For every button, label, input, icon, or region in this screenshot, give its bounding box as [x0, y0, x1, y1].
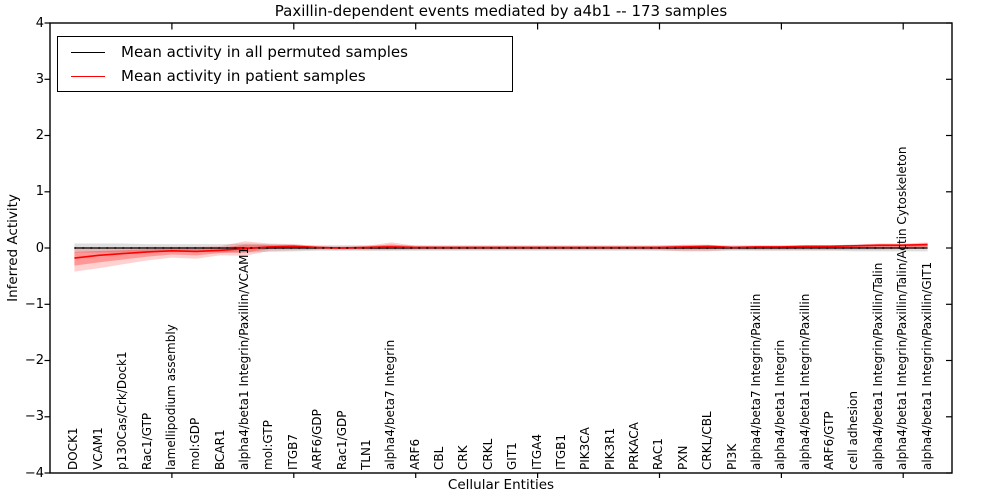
x-tick-label: CRK — [456, 445, 471, 470]
x-tick-label: lamellipodium assembly — [163, 324, 178, 470]
legend-entry-patient: Mean activity in patient samples — [58, 67, 512, 85]
x-tick-label: PXN — [675, 445, 690, 470]
x-tick-label: alpha4/beta1 Integrin — [773, 339, 788, 470]
x-tick-label: alpha4/beta1 Integrin/Paxillin — [797, 293, 812, 470]
y-tick-label: 0 — [35, 240, 44, 256]
x-tick-label: VCAM1 — [90, 427, 105, 470]
x-tick-label: alpha4/beta1 Integrin/Paxillin/VCAM1 — [237, 246, 252, 470]
x-tick-label: cell adhesion — [846, 391, 861, 470]
legend-label-patient: Mean activity in patient samples — [121, 67, 366, 85]
legend-label-permuted: Mean activity in all permuted samples — [121, 43, 408, 61]
legend-entry-permuted: Mean activity in all permuted samples — [58, 43, 512, 61]
x-tick-label: ITGB1 — [553, 433, 568, 470]
x-axis-title: Cellular Entities — [447, 477, 555, 493]
x-tick-label: ARF6/GTP — [822, 411, 837, 470]
legend-line-permuted-icon — [71, 51, 105, 53]
x-tick-label: ARF6/GDP — [310, 409, 325, 470]
patient-confidence-band-outer — [74, 241, 928, 272]
x-tick-label: BCAR1 — [212, 429, 227, 470]
legend-line-patient-icon — [71, 75, 105, 77]
y-tick-label: 4 — [35, 15, 44, 31]
x-tick-label: RAC1 — [651, 438, 666, 470]
x-tick-label: PI3K — [724, 443, 739, 470]
x-tick-label: ARF6 — [407, 438, 422, 470]
x-tick-label: Rac1/GTP — [139, 412, 154, 470]
x-tick-label: alpha4/beta7 Integrin — [383, 339, 398, 470]
x-tick-label: GIT1 — [505, 442, 520, 470]
legend-box: Mean activity in all permuted samples Me… — [57, 36, 513, 92]
y-tick-label: 2 — [35, 128, 44, 143]
patient-mean-line — [74, 243, 928, 259]
x-tick-label: CBL — [432, 446, 447, 470]
x-tick-label: PIK3CA — [578, 427, 593, 470]
y-tick-label: −1 — [24, 296, 44, 312]
x-tick-label: CRKL — [480, 438, 495, 470]
x-tick-label: Rac1/GDP — [334, 410, 349, 470]
x-tick-label: DOCK1 — [66, 427, 81, 470]
y-tick-label: −3 — [24, 409, 44, 425]
x-tick-label: p130Cas/Crk/Dock1 — [115, 351, 130, 470]
x-tick-label: mol:GTP — [261, 420, 276, 470]
x-tick-label: mol:GDP — [188, 417, 203, 470]
y-tick-label: −2 — [24, 353, 44, 368]
x-tick-label: PRKACA — [627, 422, 642, 470]
y-tick-label: 1 — [35, 184, 44, 200]
y-tick-label: 3 — [35, 71, 44, 87]
x-tick-label: alpha4/beta7 Integrin/Paxillin — [748, 293, 763, 470]
x-tick-label: CRKL/CBL — [700, 411, 715, 470]
patient-confidence-band-inner — [74, 243, 928, 266]
x-tick-label: alpha4/beta1 Integrin/Paxillin/Talin/Act… — [895, 146, 910, 470]
x-tick-label: alpha4/beta1 Integrin/Paxillin/Talin — [870, 262, 885, 470]
x-tick-label: TLN1 — [358, 439, 373, 470]
plot-title: Paxillin-dependent events mediated by a4… — [274, 2, 728, 20]
x-tick-label: alpha4/beta1 Integrin/Paxillin/GIT1 — [919, 261, 934, 470]
y-tick-label: −4 — [24, 465, 44, 481]
x-tick-label: ITGA4 — [529, 433, 544, 470]
x-tick-label: ITGB7 — [285, 433, 300, 470]
x-tick-label: PIK3R1 — [602, 427, 617, 470]
